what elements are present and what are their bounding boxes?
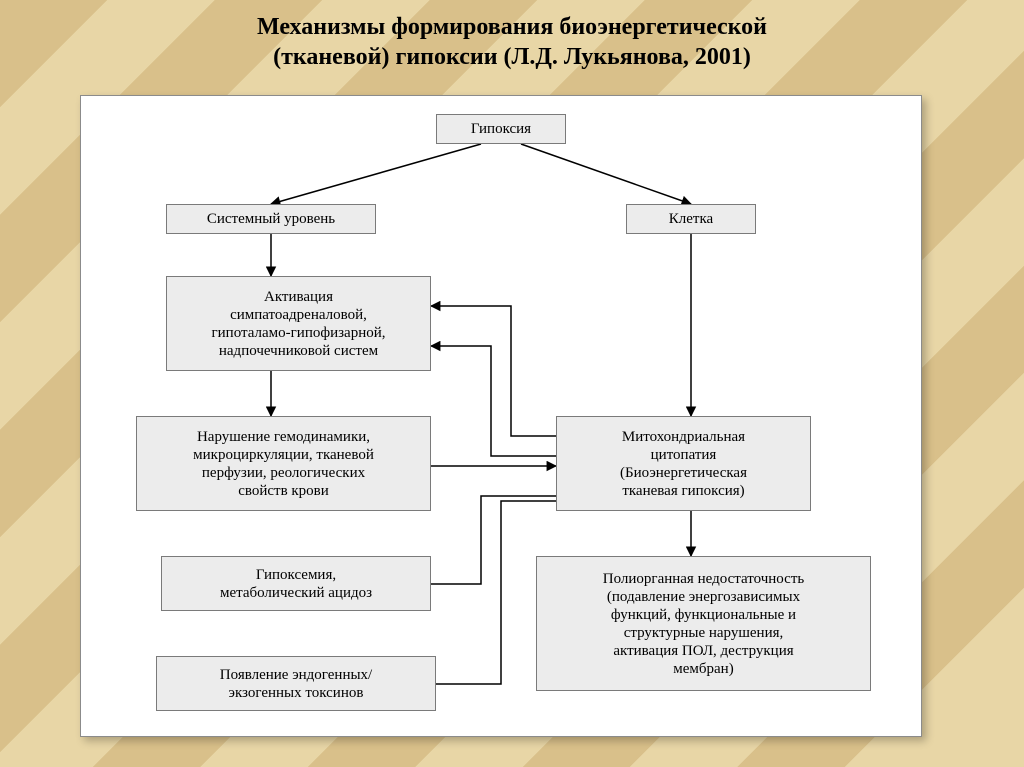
- edge-6: [431, 346, 556, 456]
- node-hypoxemia: Гипоксемия, метаболический ацидоз: [161, 556, 431, 611]
- node-mitopathy: Митохондриальная цитопатия (Биоэнергетич…: [556, 416, 811, 511]
- node-hemodyn: Нарушение гемодинамики, микроциркуляции,…: [136, 416, 431, 511]
- node-systemic: Системный уровень: [166, 204, 376, 234]
- node-toxins: Появление эндогенных/ экзогенных токсино…: [156, 656, 436, 711]
- slide: Механизмы формирования биоэнергетической…: [0, 0, 1024, 767]
- edge-5: [431, 306, 556, 436]
- diagram-canvas: Гипоксия Системный уровень Клетка Активация…: [80, 95, 922, 737]
- edge-0: [271, 144, 481, 204]
- slide-title: Механизмы формирования биоэнергетической…: [0, 12, 1024, 72]
- node-polyorgan: Полиорганная недостаточность (подавление…: [536, 556, 871, 691]
- node-activation: Активация симпатоадреналовой, гипоталамо…: [166, 276, 431, 371]
- node-cell: Клетка: [626, 204, 756, 234]
- node-hypoxia: Гипоксия: [436, 114, 566, 144]
- edge-1: [521, 144, 691, 204]
